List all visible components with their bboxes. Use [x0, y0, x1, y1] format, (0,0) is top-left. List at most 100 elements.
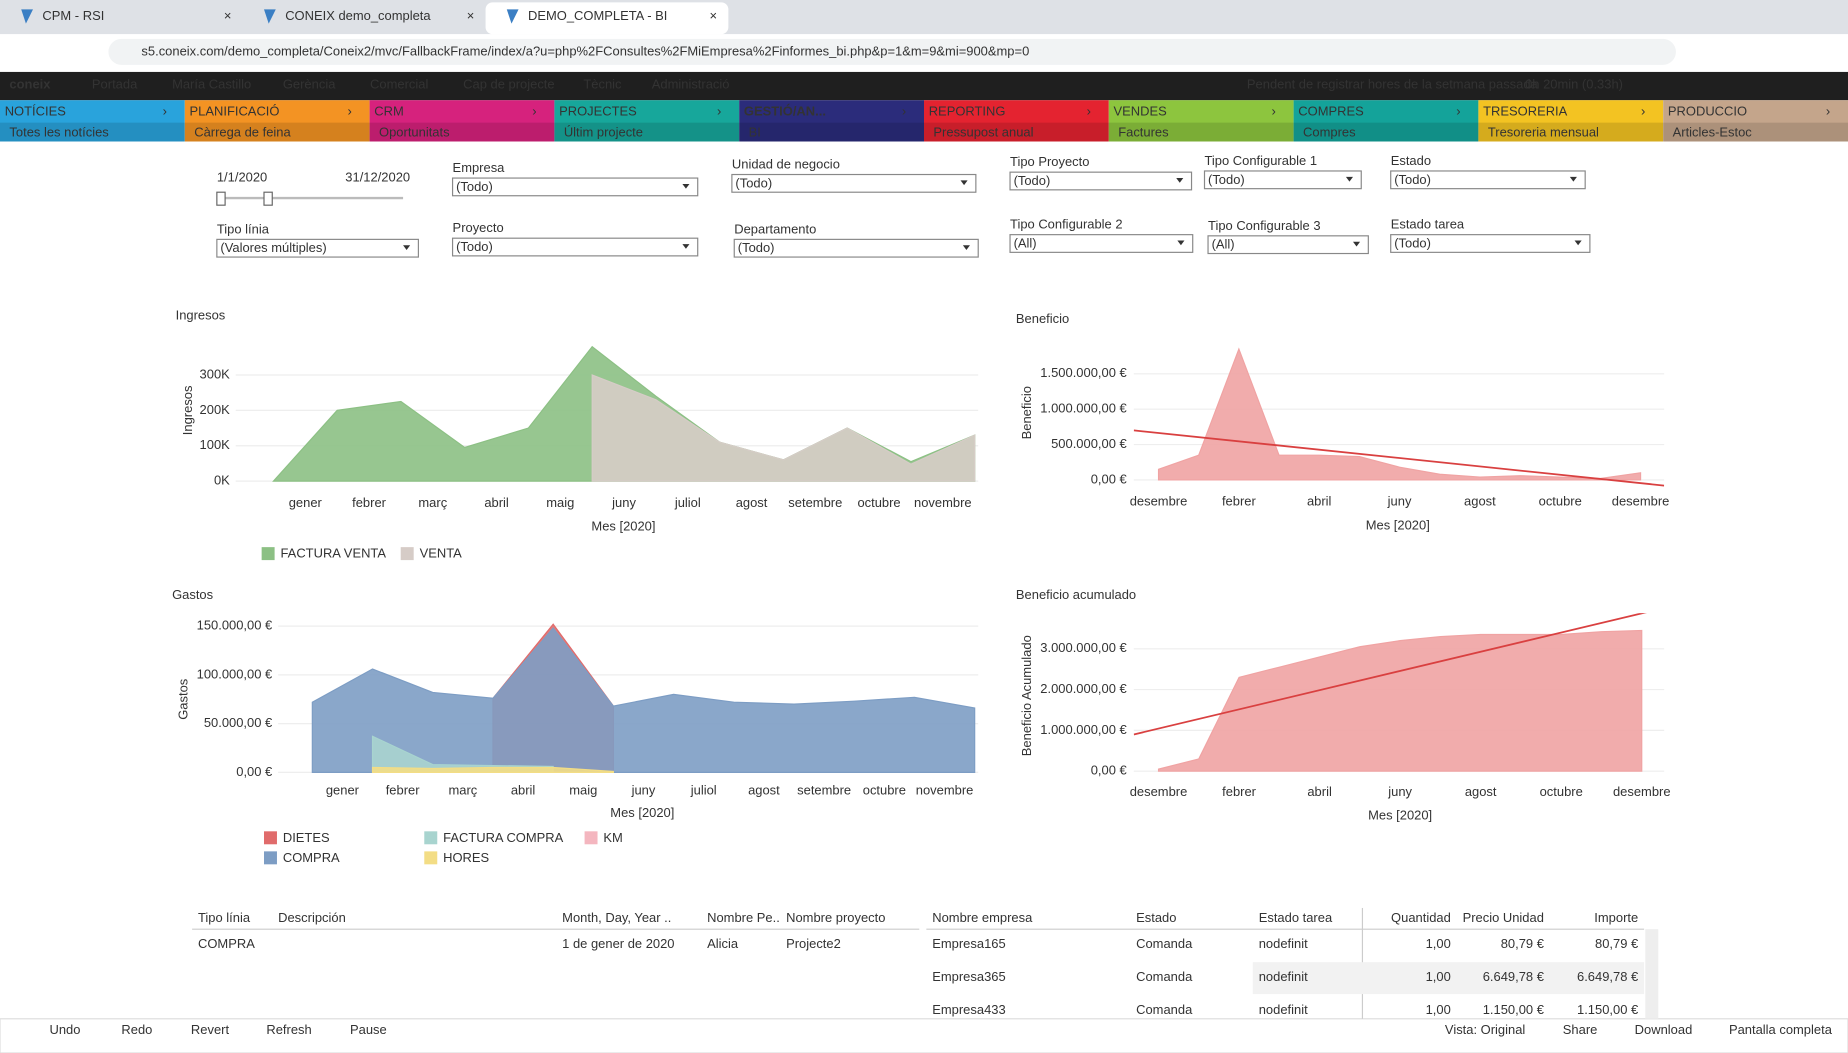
toolbar-button: Undo: [50, 1022, 81, 1037]
legend-swatch[interactable]: [424, 831, 438, 845]
x-tick-label: octubre: [857, 495, 900, 510]
nav-item: Comercial: [370, 76, 428, 91]
x-tick-label: maig: [546, 495, 574, 510]
module-arrow: ›: [1826, 103, 1830, 118]
module-tile[interactable]: [1663, 100, 1848, 142]
filter-label: Proyecto: [453, 220, 504, 235]
filter-select[interactable]: [731, 173, 977, 193]
x-tick-label: febrer: [386, 783, 421, 798]
legend-swatch[interactable]: [264, 851, 277, 865]
module-name: PRODUCCIO: [1668, 103, 1747, 118]
filter-select[interactable]: [1009, 234, 1194, 253]
column-header: Nombre Pe..: [707, 910, 780, 925]
filter-label: Tipo Configurable 1: [1204, 153, 1317, 168]
filter-select[interactable]: [1390, 170, 1586, 190]
url-field[interactable]: [108, 38, 1676, 65]
legend-swatch[interactable]: [400, 547, 414, 561]
x-axis-title: Mes [2020]: [1368, 807, 1432, 822]
x-axis-title: Mes [2020]: [610, 805, 674, 820]
slider-handle[interactable]: [216, 191, 226, 206]
cell: 1 de gener de 2020: [562, 936, 674, 951]
column-header: Estado tarea: [1259, 910, 1333, 925]
module-arrow: ›: [1456, 103, 1460, 118]
area: [1157, 347, 1642, 481]
module-tile[interactable]: [1108, 100, 1294, 142]
x-tick-label: gener: [326, 783, 360, 798]
filter-select[interactable]: [451, 177, 699, 197]
filter-select[interactable]: [1009, 171, 1193, 191]
module-arrow: ›: [163, 103, 167, 118]
module-tile[interactable]: [739, 100, 924, 142]
dropdown-arrow: [962, 245, 970, 250]
module-tile[interactable]: [1293, 100, 1479, 142]
filter-label: Tipo línia: [217, 221, 270, 236]
tab-close: ×: [467, 8, 475, 23]
x-tick-label: agost: [736, 495, 768, 510]
cell: 1,00: [1426, 936, 1451, 951]
scrollbar[interactable]: [1645, 929, 1659, 1019]
module-tile[interactable]: [554, 100, 740, 142]
toolbar-button: Revert: [191, 1022, 230, 1037]
x-tick-label: juliol: [674, 495, 701, 510]
module-tile[interactable]: [184, 100, 370, 142]
warning: Pendent de registrar hores de la setmana…: [1247, 76, 1539, 91]
module-tile[interactable]: [924, 100, 1109, 142]
x-tick-label: febrer: [1222, 494, 1257, 509]
y-tick-label: 500.000,00 €: [1051, 436, 1127, 451]
legend-swatch[interactable]: [261, 547, 275, 561]
filter-select[interactable]: [1390, 234, 1591, 253]
cell: Comanda: [1136, 936, 1193, 951]
module-tile[interactable]: [0, 100, 185, 142]
x-tick-label: juliol: [690, 783, 717, 798]
filter-label: Tipo Configurable 3: [1208, 218, 1321, 233]
legend-swatch[interactable]: [584, 831, 598, 845]
x-tick-label: abril: [1307, 784, 1332, 799]
y-tick-label: 2.000.000,00 €: [1040, 681, 1127, 696]
module-tile[interactable]: [1478, 100, 1664, 142]
cell: Comanda: [1136, 969, 1193, 984]
x-tick-label: juny: [1387, 494, 1412, 509]
module-tile[interactable]: [369, 100, 555, 142]
toolbar: [0, 1018, 1848, 1053]
column-header: Importe: [1594, 910, 1638, 925]
cell: nodefinit: [1259, 969, 1308, 984]
module-name: GESTIÓ/AN...: [744, 103, 826, 118]
y-tick-label: 0,00 €: [1091, 763, 1128, 778]
timer: 0h 20min (0.33h): [1525, 76, 1623, 91]
slider-handle[interactable]: [263, 191, 273, 206]
y-tick-label: 1.500.000,00 €: [1040, 365, 1127, 380]
nav-item: María Castillo: [172, 76, 251, 91]
filter-value: (All): [1212, 237, 1235, 252]
filter-select[interactable]: [216, 238, 419, 258]
filter-select[interactable]: [451, 237, 699, 257]
filter-value: (Todo): [1394, 236, 1431, 251]
chart-title: Gastos: [172, 587, 214, 602]
toolbar-button: Pause: [350, 1022, 387, 1037]
y-axis-title: Gastos: [175, 678, 190, 720]
filter-select[interactable]: [1203, 170, 1362, 190]
legend-swatch[interactable]: [264, 831, 277, 845]
x-tick-label: abril: [511, 783, 536, 798]
dropdown-arrow: [1574, 240, 1582, 246]
trend-line: [1133, 429, 1665, 487]
y-tick-label: 1.000.000,00 €: [1040, 722, 1127, 737]
cell: 6.649,78 €: [1577, 969, 1639, 984]
y-tick-label: 50.000,00 €: [204, 715, 273, 730]
filter-select[interactable]: [1207, 235, 1369, 255]
cell: nodefinit: [1259, 936, 1308, 951]
x-tick-label: març: [448, 783, 477, 798]
filter-select[interactable]: [733, 238, 979, 258]
date-from: 1/1/2020: [217, 169, 267, 184]
x-tick-label: febrer: [352, 495, 387, 510]
column-header: Nombre proyecto: [786, 910, 885, 925]
x-tick-label: novembre: [914, 495, 972, 510]
module-arrow: ›: [1087, 103, 1091, 118]
x-tick-label: octubre: [1540, 784, 1583, 799]
filter-label: Unidad de negocio: [732, 157, 840, 172]
module-sub-bg: [1293, 122, 1479, 142]
module-sub-bg: [1663, 122, 1848, 142]
legend-swatch[interactable]: [424, 851, 438, 865]
tab-close: ×: [224, 8, 232, 23]
